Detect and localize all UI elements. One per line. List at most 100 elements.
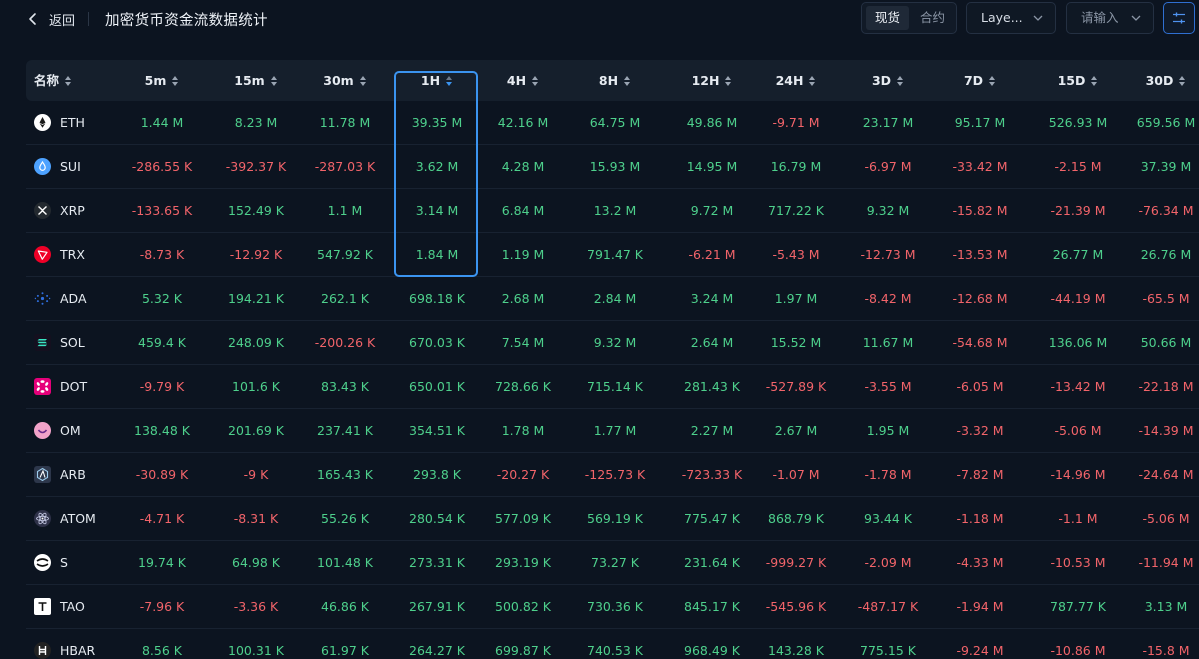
flow-value-30m: -200.26 K (314, 335, 376, 350)
flow-value-1h: 39.35 M (411, 115, 463, 130)
coin-name-cell[interactable]: ATOM (34, 497, 96, 541)
table-row[interactable]: HBAR 8.56 K 100.31 K 61.97 K 264.27 K 699.87 … (26, 629, 1199, 659)
coin-name-cell[interactable]: ARB (34, 453, 86, 497)
sort-icon (270, 75, 277, 86)
column-header-15m[interactable]: 15m (234, 60, 277, 101)
tao-icon (34, 598, 51, 615)
header-divider (88, 12, 89, 26)
table-row[interactable]: XRP -133.65 K 152.49 K 1.1 M 3.14 M 6.84 M 13.… (26, 189, 1199, 233)
coin-name-cell[interactable]: HBAR (34, 629, 95, 659)
table-row[interactable]: DOT -9.79 K 101.6 K 83.43 K 650.01 K 728.66 K… (26, 365, 1199, 409)
column-header-30d[interactable]: 30D (1146, 60, 1187, 101)
flow-value-12h: 775.47 K (684, 511, 740, 526)
table-row[interactable]: SUI -286.55 K -392.37 K -287.03 K 3.62 M 4.28… (26, 145, 1199, 189)
coin-name-cell[interactable]: TAO (34, 585, 85, 629)
column-header-3d[interactable]: 3D (872, 60, 904, 101)
flow-value-15m: 194.21 K (228, 291, 284, 306)
back-arrow-icon[interactable] (26, 11, 40, 27)
sort-icon (1179, 75, 1186, 86)
table-row[interactable]: TAO -7.96 K -3.36 K 46.86 K 267.91 K 500.82 K… (26, 585, 1199, 629)
sol-icon (34, 334, 51, 351)
flow-value-4h: 1.19 M (501, 247, 545, 262)
flow-value-24h: 143.28 K (768, 643, 824, 658)
column-header-1h[interactable]: 1H (421, 60, 453, 101)
tab-spot[interactable]: 现货 (866, 6, 909, 30)
flow-value-15m: 64.98 K (232, 555, 280, 570)
column-header-5m[interactable]: 5m (145, 60, 180, 101)
flow-value-30d: 37.39 M (1140, 159, 1192, 174)
table-row[interactable]: ATOM -4.71 K -8.31 K 55.26 K 280.54 K 577.09 … (26, 497, 1199, 541)
column-header-label: 名称 (34, 73, 60, 88)
flow-value-30m: 61.97 K (321, 643, 369, 658)
flow-value-8h: 730.36 K (587, 599, 643, 614)
layer-select[interactable]: Laye... (966, 2, 1056, 34)
chevron-down-icon (1131, 15, 1141, 21)
table-row[interactable]: ETH 1.44 M 8.23 M 11.78 M 39.35 M 42.16 M 64.7… (26, 101, 1199, 145)
sort-icon (989, 75, 996, 86)
flow-value-24h: 717.22 K (768, 203, 824, 218)
layer-select-value: Laye... (981, 10, 1023, 25)
sort-icon (897, 75, 904, 86)
flow-value-3d: 23.17 M (862, 115, 914, 130)
flow-value-24h: -999.27 K (765, 555, 827, 570)
flow-value-15d: -2.15 M (1054, 159, 1102, 174)
search-select[interactable]: 请输入 (1066, 2, 1154, 34)
flow-value-5m: -286.55 K (131, 159, 193, 174)
table-row[interactable]: S 19.74 K 64.98 K 101.48 K 273.31 K 293.19 K 7… (26, 541, 1199, 585)
column-header-4h[interactable]: 4H (507, 60, 539, 101)
column-header-label: 4H (506, 73, 527, 88)
flow-value-4h: 42.16 M (497, 115, 549, 130)
table-row[interactable]: ADA 5.32 K 194.21 K 262.1 K 698.18 K 2.68 M 2.… (26, 277, 1199, 321)
coin-name-cell[interactable]: S (34, 541, 68, 585)
flow-value-30m: 1.1 M (327, 203, 363, 218)
flow-value-7d: -33.42 M (952, 159, 1008, 174)
column-header-8h[interactable]: 8H (599, 60, 631, 101)
flow-value-15m: -9 K (243, 467, 269, 482)
column-header-30m[interactable]: 30m (323, 60, 366, 101)
table-row[interactable]: SOL 459.4 K 248.09 K -200.26 K 670.03 K 7.54 … (26, 321, 1199, 365)
coin-name-cell[interactable]: DOT (34, 365, 87, 409)
coin-name-cell[interactable]: OM (34, 409, 81, 453)
column-header-7d[interactable]: 7D (964, 60, 996, 101)
coin-name-cell[interactable]: TRX (34, 233, 85, 277)
flow-value-30d: 26.76 M (1140, 247, 1192, 262)
table-row[interactable]: TRX -8.73 K -12.92 K 547.92 K 1.84 M 1.19 M 79… (26, 233, 1199, 277)
coin-name-cell[interactable]: ETH (34, 101, 85, 145)
tab-futures[interactable]: 合约 (919, 10, 945, 25)
flow-value-5m: 1.44 M (140, 115, 184, 130)
flow-value-4h: 2.68 M (501, 291, 545, 306)
flow-value-15m: -12.92 K (229, 247, 283, 262)
table-row[interactable]: OM 138.48 K 201.69 K 237.41 K 354.51 K 1.78 M… (26, 409, 1199, 453)
flow-value-30d: -65.5 M (1142, 291, 1190, 306)
flow-value-30d: -22.18 M (1138, 379, 1194, 394)
column-header-name[interactable]: 名称 (34, 60, 72, 101)
flow-value-4h: 293.19 K (495, 555, 551, 570)
coin-name-cell[interactable]: ADA (34, 277, 87, 321)
flow-value-1h: 670.03 K (409, 335, 465, 350)
coin-name-cell[interactable]: XRP (34, 189, 85, 233)
coin-symbol: S (60, 555, 68, 570)
flow-value-1h: 3.62 M (415, 159, 459, 174)
back-button[interactable]: 返回 (49, 14, 76, 29)
sort-icon (65, 75, 72, 86)
flow-value-5m: 19.74 K (138, 555, 186, 570)
column-header-24h[interactable]: 24H (776, 60, 817, 101)
flow-value-15m: 101.6 K (232, 379, 280, 394)
coin-name-cell[interactable]: SOL (34, 321, 85, 365)
column-header-12h[interactable]: 12H (692, 60, 733, 101)
column-header-15d[interactable]: 15D (1058, 60, 1099, 101)
flow-value-5m: -30.89 K (135, 467, 189, 482)
hbar-icon (34, 642, 51, 659)
flow-value-30d: -5.06 M (1142, 511, 1190, 526)
flow-value-15m: 8.23 M (234, 115, 278, 130)
arb-icon (34, 466, 51, 483)
flow-value-15m: -392.37 K (225, 159, 287, 174)
filter-settings-button[interactable] (1163, 2, 1195, 34)
table-row[interactable]: ARB -30.89 K -9 K 165.43 K 293.8 K -20.27 K -1… (26, 453, 1199, 497)
coin-symbol: XRP (60, 203, 85, 218)
flow-value-1h: 354.51 K (409, 423, 465, 438)
flow-value-24h: -527.89 K (765, 379, 827, 394)
coin-name-cell[interactable]: SUI (34, 145, 81, 189)
flow-value-15d: -10.86 M (1050, 643, 1106, 658)
dot-icon (34, 378, 51, 395)
